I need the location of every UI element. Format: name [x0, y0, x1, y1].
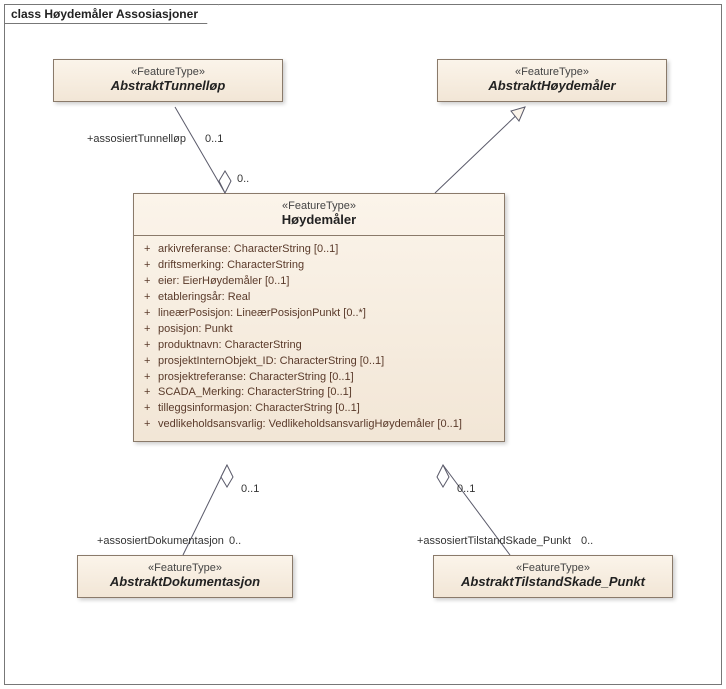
- class-abstrakt-hoydemaler: «FeatureType» AbstraktHøydemåler: [437, 59, 667, 102]
- stereotype: «FeatureType»: [442, 562, 664, 574]
- mult-tunnel-top: 0..1: [205, 133, 223, 145]
- class-name: Høydemåler: [142, 212, 496, 227]
- class-name: AbstraktDokumentasjon: [86, 574, 284, 589]
- stereotype: «FeatureType»: [62, 66, 274, 78]
- role-assoc-dok: +assosiertDokumentasjon: [97, 535, 224, 547]
- attribute-row: +driftsmerking: CharacterString: [144, 258, 494, 274]
- frame-title: class Høydemåler Assosiasjoner: [4, 4, 219, 24]
- diagram-frame: class Høydemåler Assosiasjoner «FeatureT…: [4, 4, 722, 685]
- attribute-row: +prosjektreferanse: CharacterString [0..…: [144, 370, 494, 386]
- attribute-row: +lineærPosisjon: LineærPosisjonPunkt [0.…: [144, 306, 494, 322]
- stereotype: «FeatureType»: [142, 200, 496, 212]
- attribute-row: +produktnavn: CharacterString: [144, 338, 494, 354]
- mult-tunnel-bottom: 0..: [237, 173, 249, 185]
- attribute-row: +SCADA_Merking: CharacterString [0..1]: [144, 385, 494, 401]
- mult-skade-top: 0..1: [457, 483, 475, 495]
- stereotype: «FeatureType»: [86, 562, 284, 574]
- mult-dok-top: 0..1: [241, 483, 259, 495]
- class-abstrakt-tunnellop: «FeatureType» AbstraktTunnelløp: [53, 59, 283, 102]
- attribute-row: +etableringsår: Real: [144, 290, 494, 306]
- class-name: AbstraktTilstandSkade_Punkt: [442, 574, 664, 589]
- attribute-row: +arkivreferanse: CharacterString [0..1]: [144, 242, 494, 258]
- class-abstrakt-tilstandskade-punkt: «FeatureType» AbstraktTilstandSkade_Punk…: [433, 555, 673, 598]
- mult-skade-bottom: 0..: [581, 535, 593, 547]
- mult-dok-bottom: 0..: [229, 535, 241, 547]
- attribute-row: +vedlikeholdsansvarlig: Vedlikeholdsansv…: [144, 417, 494, 433]
- attribute-row: +prosjektInternObjekt_ID: CharacterStrin…: [144, 354, 494, 370]
- class-name: AbstraktTunnelløp: [62, 78, 274, 93]
- role-assoc-tunnellop: +assosiertTunnelløp: [87, 133, 186, 145]
- class-abstrakt-dokumentasjon: «FeatureType» AbstraktDokumentasjon: [77, 555, 293, 598]
- attribute-row: +eier: EierHøydemåler [0..1]: [144, 274, 494, 290]
- attribute-row: +tilleggsinformasjon: CharacterString [0…: [144, 401, 494, 417]
- attribute-list: +arkivreferanse: CharacterString [0..1]+…: [134, 236, 504, 441]
- stereotype: «FeatureType»: [446, 66, 658, 78]
- attribute-row: +posisjon: Punkt: [144, 322, 494, 338]
- class-hoydemaler: «FeatureType» Høydemåler +arkivreferanse…: [133, 193, 505, 442]
- role-assoc-skade: +assosiertTilstandSkade_Punkt: [417, 535, 571, 547]
- class-name: AbstraktHøydemåler: [446, 78, 658, 93]
